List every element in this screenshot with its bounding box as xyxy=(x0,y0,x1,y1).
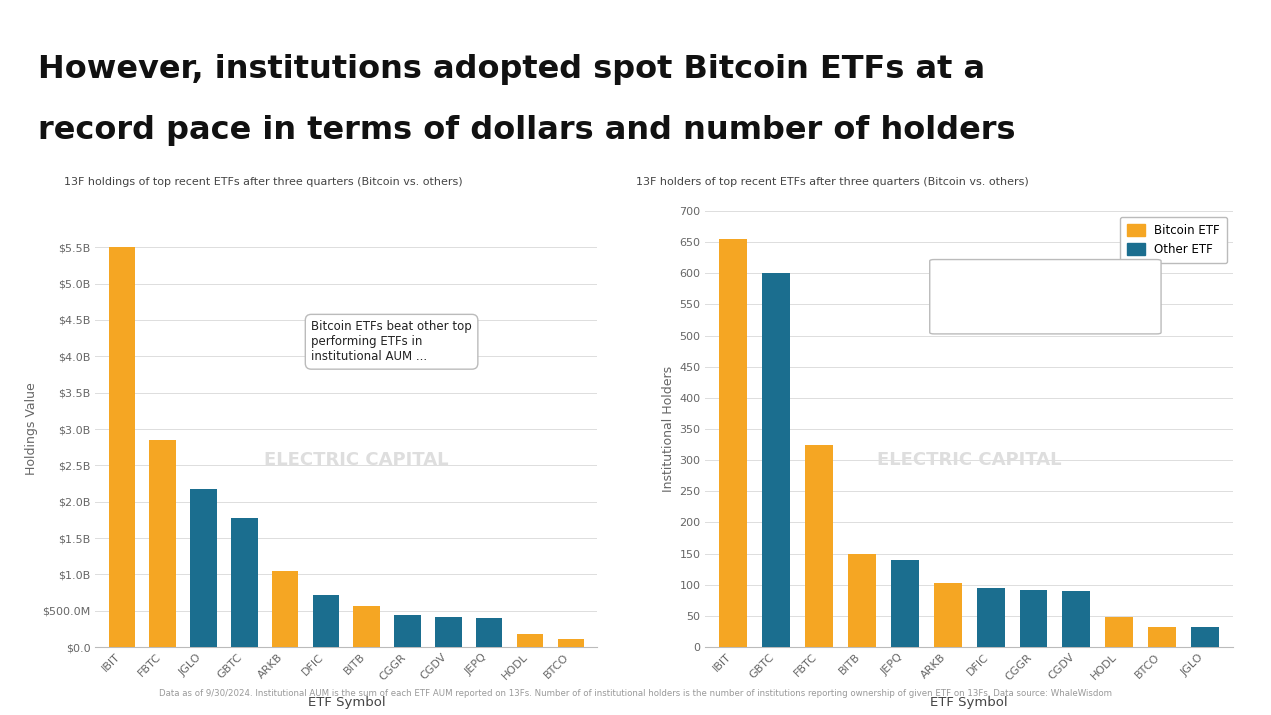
Bar xyxy=(435,617,461,647)
Bar xyxy=(313,596,339,647)
Text: and: and xyxy=(946,279,971,292)
Bar xyxy=(763,273,791,647)
Text: ELECTRIC CAPITAL: ELECTRIC CAPITAL xyxy=(264,450,449,468)
Text: 13F holders of top recent ETFs after three quarters (Bitcoin vs. others): 13F holders of top recent ETFs after thr… xyxy=(636,177,1028,187)
Y-axis label: Holdings Value: Holdings Value xyxy=(25,383,38,475)
Text: 13F holdings of top recent ETFs after three quarters (Bitcoin vs. others): 13F holdings of top recent ETFs after th… xyxy=(64,177,463,187)
Bar xyxy=(1063,591,1091,647)
Bar xyxy=(191,488,217,647)
X-axis label: ETF Symbol: ETF Symbol xyxy=(308,696,385,709)
X-axis label: ETF Symbol: ETF Symbol xyxy=(930,696,1008,709)
Bar xyxy=(150,440,175,647)
Y-axis label: Institutional Holders: Institutional Holders xyxy=(662,366,675,492)
Bar xyxy=(1148,626,1176,647)
Legend: Bitcoin ETF, Other ETF: Bitcoin ETF, Other ETF xyxy=(1120,217,1227,263)
Text: Data as of 9/30/2024. Institutional AUM is the sum of each ETF AUM reported on 1: Data as of 9/30/2024. Institutional AUM … xyxy=(159,689,1112,698)
Bar xyxy=(272,571,299,647)
FancyBboxPatch shape xyxy=(929,260,1160,334)
Text: ELECTRIC’CAPITAL: ELECTRIC’CAPITAL xyxy=(23,15,174,29)
Bar xyxy=(891,560,919,647)
Bar xyxy=(1106,617,1134,647)
Bar xyxy=(848,553,876,647)
Bar xyxy=(1019,590,1047,647)
Text: Bitcoin ETFs beat other top
performing ETFs in
institutional AUM ...: Bitcoin ETFs beat other top performing E… xyxy=(311,320,472,363)
Text: quarters after launch: quarters after launch xyxy=(946,317,1070,330)
Bar xyxy=(558,638,585,647)
Bar xyxy=(1191,627,1219,647)
Text: in the 3 full: in the 3 full xyxy=(1050,279,1121,292)
Text: 2024’DeveloperReport.com: 2024’DeveloperReport.com xyxy=(1065,16,1248,29)
Bar xyxy=(231,518,258,647)
Bar xyxy=(475,618,502,647)
Bar xyxy=(353,606,380,647)
Bar xyxy=(934,583,962,647)
Text: record pace in terms of dollars and number of holders: record pace in terms of dollars and numb… xyxy=(38,114,1016,146)
Bar xyxy=(108,247,135,647)
Text: ELECTRIC CAPITAL: ELECTRIC CAPITAL xyxy=(877,450,1061,468)
Text: However, institutions adopted spot Bitcoin ETFs at a: However, institutions adopted spot Bitco… xyxy=(38,54,985,84)
Bar xyxy=(394,615,421,647)
Bar xyxy=(719,239,747,647)
Text: holders: holders xyxy=(976,279,1026,292)
Bar xyxy=(805,445,833,647)
Bar xyxy=(517,634,543,647)
Bar xyxy=(976,588,1004,647)
